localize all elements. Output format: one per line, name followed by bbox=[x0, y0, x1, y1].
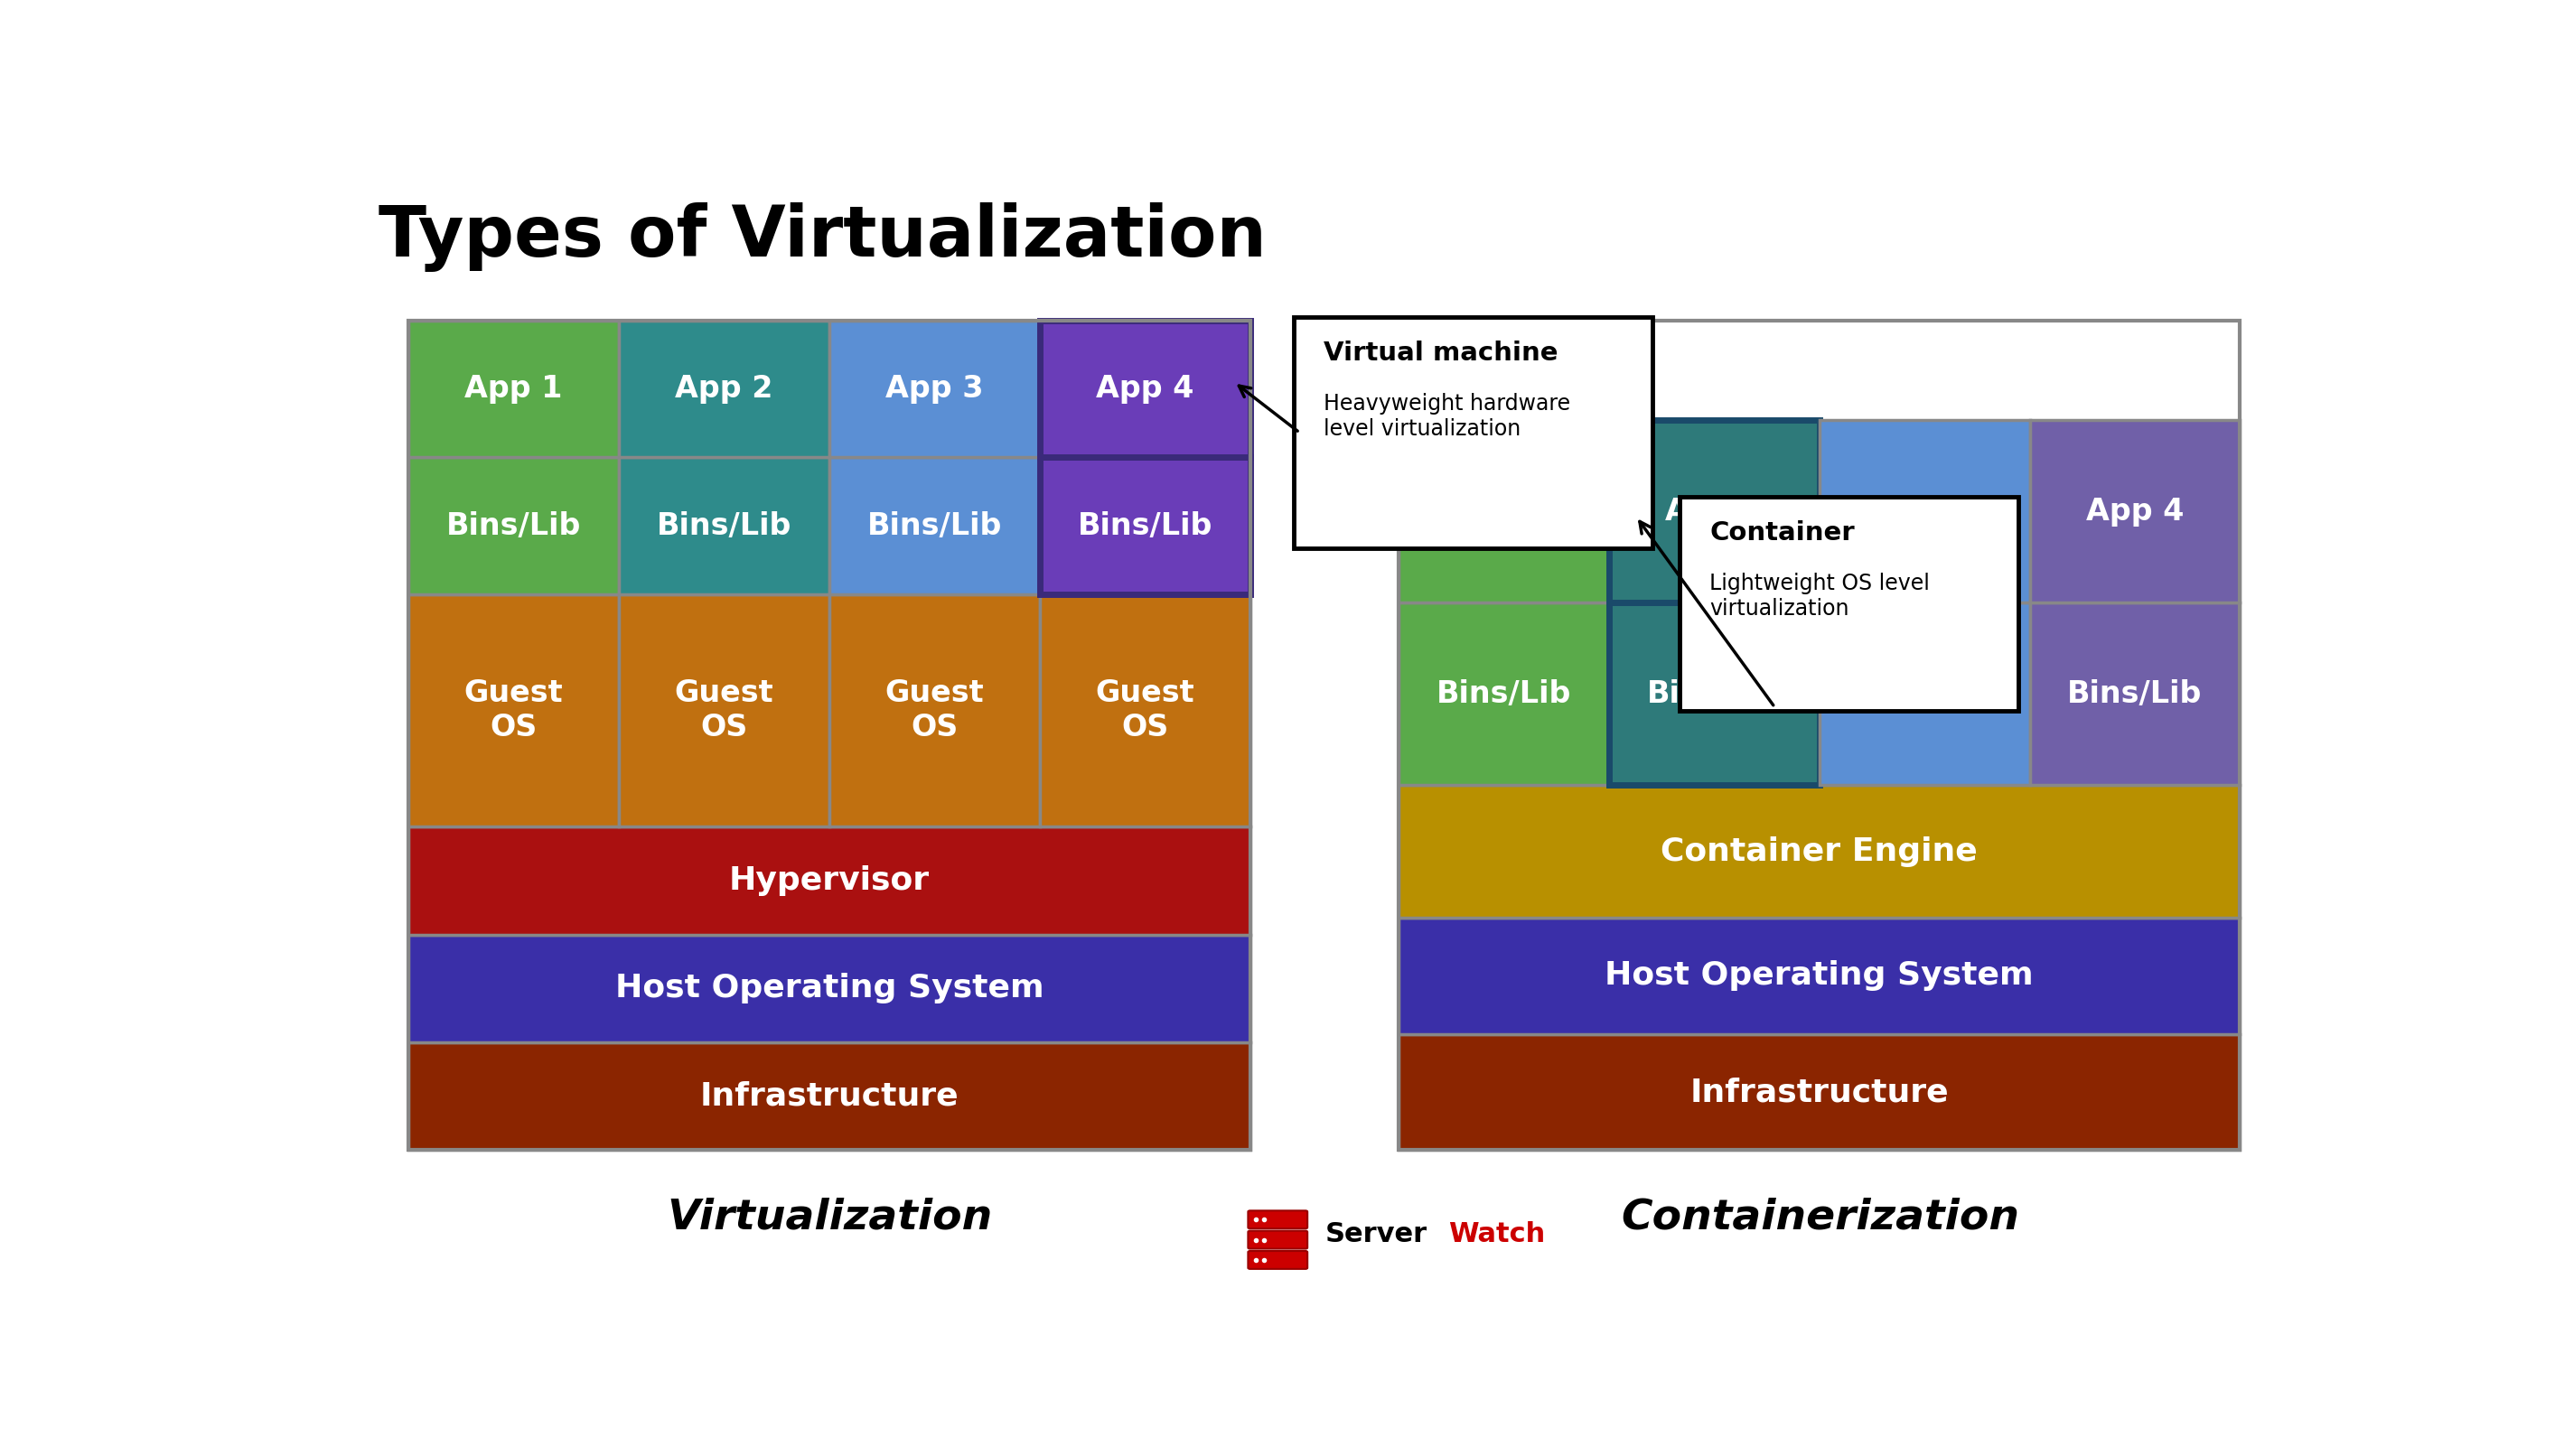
Bar bbox=[1610, 603, 1819, 785]
Bar bbox=[409, 594, 618, 827]
Text: App 3: App 3 bbox=[887, 374, 984, 403]
Text: Heavyweight hardware
level virtualization: Heavyweight hardware level virtualizatio… bbox=[1323, 393, 1571, 440]
Bar bbox=[618, 320, 830, 457]
Bar bbox=[1398, 917, 2241, 1034]
FancyBboxPatch shape bbox=[1679, 496, 2018, 711]
Text: Server: Server bbox=[1326, 1222, 1428, 1248]
Bar bbox=[409, 320, 618, 457]
Bar bbox=[830, 320, 1040, 457]
Text: Bins/Lib: Bins/Lib bbox=[866, 511, 1002, 540]
Text: Bins/Lib: Bins/Lib bbox=[2067, 678, 2202, 709]
Text: Bins/Lib: Bins/Lib bbox=[447, 511, 580, 540]
Text: App 2: App 2 bbox=[675, 374, 774, 403]
Text: Bins/Lib: Bins/Lib bbox=[1078, 511, 1211, 540]
Text: Infrastructure: Infrastructure bbox=[700, 1080, 958, 1111]
Bar bbox=[2029, 603, 2241, 785]
Text: Bins/Lib: Bins/Lib bbox=[1857, 678, 1993, 709]
Bar bbox=[830, 594, 1040, 827]
Bar bbox=[1398, 419, 1610, 603]
Text: Bins/Lib: Bins/Lib bbox=[657, 511, 792, 540]
Text: App 1: App 1 bbox=[465, 374, 562, 403]
Text: Guest
OS: Guest OS bbox=[675, 678, 774, 743]
Bar bbox=[409, 935, 1249, 1042]
Text: Virtual machine: Virtual machine bbox=[1323, 341, 1559, 365]
Bar bbox=[409, 320, 1249, 1150]
Bar bbox=[1819, 603, 2029, 785]
Text: App 3: App 3 bbox=[1875, 496, 1972, 526]
Bar bbox=[1398, 785, 2241, 917]
Text: App 4: App 4 bbox=[1096, 374, 1193, 403]
Bar bbox=[1040, 594, 1249, 827]
Bar bbox=[830, 457, 1040, 594]
Bar bbox=[409, 1042, 1249, 1150]
Bar bbox=[618, 594, 830, 827]
FancyBboxPatch shape bbox=[1247, 1210, 1308, 1229]
FancyBboxPatch shape bbox=[1247, 1230, 1308, 1249]
Bar bbox=[2029, 419, 2241, 603]
Text: Types of Virtualization: Types of Virtualization bbox=[378, 202, 1267, 272]
Text: Infrastructure: Infrastructure bbox=[1689, 1076, 1949, 1108]
Text: App 4: App 4 bbox=[2085, 496, 2185, 526]
Text: Containerization: Containerization bbox=[1620, 1197, 2018, 1238]
Text: Container Engine: Container Engine bbox=[1661, 836, 1978, 866]
Bar bbox=[618, 457, 830, 594]
Text: Host Operating System: Host Operating System bbox=[1605, 961, 2034, 992]
Bar bbox=[1398, 1034, 2241, 1150]
Text: Watch: Watch bbox=[1449, 1222, 1546, 1248]
Bar bbox=[1398, 603, 1610, 785]
Bar bbox=[1398, 320, 2241, 1150]
Text: App 2: App 2 bbox=[1666, 496, 1763, 526]
FancyBboxPatch shape bbox=[1293, 317, 1653, 547]
Text: Container: Container bbox=[1709, 520, 1855, 546]
Text: App 1: App 1 bbox=[1454, 496, 1553, 526]
Text: Bins/Lib: Bins/Lib bbox=[1436, 678, 1571, 709]
Text: Virtualization: Virtualization bbox=[667, 1197, 994, 1238]
Bar bbox=[409, 827, 1249, 935]
Text: Guest
OS: Guest OS bbox=[884, 678, 984, 743]
Text: Hypervisor: Hypervisor bbox=[728, 865, 930, 895]
Text: Lightweight OS level
virtualization: Lightweight OS level virtualization bbox=[1709, 572, 1929, 619]
Text: Guest
OS: Guest OS bbox=[465, 678, 562, 743]
Bar bbox=[1040, 457, 1249, 594]
Bar bbox=[1610, 419, 1819, 603]
Text: Bins/Lib: Bins/Lib bbox=[1645, 678, 1781, 709]
FancyBboxPatch shape bbox=[1247, 1251, 1308, 1270]
Bar bbox=[1040, 320, 1249, 457]
Text: Host Operating System: Host Operating System bbox=[616, 973, 1042, 1003]
Text: Guest
OS: Guest OS bbox=[1096, 678, 1193, 743]
Bar bbox=[409, 457, 618, 594]
Bar bbox=[1819, 419, 2029, 603]
